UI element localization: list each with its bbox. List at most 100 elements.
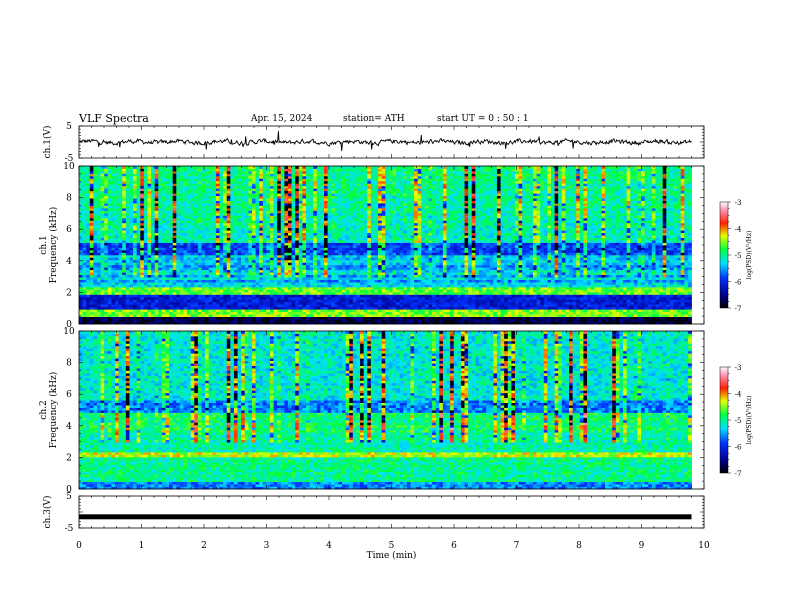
spectrogram-cell (432, 294, 437, 298)
spectrogram-cell (287, 272, 292, 276)
spectrogram-cell (133, 289, 138, 293)
spectrogram-cell (540, 319, 545, 322)
spectrogram-cell (295, 304, 300, 308)
spectrogram-cell (417, 259, 422, 263)
spectrogram-cell (280, 269, 285, 273)
spectrogram-cell (687, 314, 692, 317)
spectrogram-cell (172, 304, 177, 308)
spectrogram-cell (248, 289, 253, 293)
spectrogram-cell (532, 284, 537, 288)
spectrogram-cell (511, 299, 516, 303)
spectrogram-cell (201, 277, 206, 280)
spectrogram-cell (349, 284, 354, 288)
spectrogram-cell (187, 279, 192, 283)
spectrogram-cell (233, 269, 238, 273)
spectrogram-cell (687, 269, 692, 273)
spectrogram-cell (133, 267, 138, 271)
spectrogram-cell (374, 279, 379, 283)
spectrogram-cell (151, 299, 156, 303)
spectrogram-cell (378, 254, 383, 258)
spectrogram-cell (158, 299, 163, 303)
spectrogram-cell (514, 316, 519, 320)
spectrogram-cell (89, 282, 94, 285)
spectrogram-cell (482, 254, 487, 258)
spectrogram-cell (179, 296, 184, 300)
spectrogram-cell (125, 284, 130, 288)
spectrogram-cell (583, 267, 588, 271)
spectrogram-cell (104, 294, 109, 298)
spectrogram-cell (187, 272, 192, 276)
spectrogram-cell (435, 309, 440, 313)
spectrogram-cell (572, 299, 577, 303)
spectrogram-cell (125, 321, 130, 325)
spectrogram-cell (374, 296, 379, 300)
spectrogram-cell (363, 309, 368, 313)
spectrogram-cell (489, 319, 494, 322)
spectrogram-cell (259, 301, 264, 305)
spectrogram-cell (86, 262, 91, 266)
spectrogram-cell (248, 311, 253, 315)
spectrogram-cell (334, 282, 339, 285)
spectrogram-cell (493, 286, 498, 290)
spectrogram-cell (324, 264, 328, 268)
spectrogram-cell (493, 257, 498, 261)
spectrogram-cell (428, 286, 433, 290)
spectrogram-cell (273, 294, 278, 298)
spectrogram-cell (316, 311, 321, 315)
spectrogram-cell (309, 314, 314, 317)
spectrogram-cell (378, 299, 383, 303)
spectrogram-cell (514, 279, 519, 283)
spectrogram-cell (291, 264, 296, 268)
spectrogram-cell (605, 314, 610, 317)
spectrogram-cell (287, 267, 292, 271)
spectrogram-cell (305, 309, 310, 313)
spectrogram-cell (637, 282, 642, 285)
spectrogram-cell (421, 274, 426, 278)
spectrogram-cell (468, 294, 473, 298)
spectrogram-cell (208, 294, 213, 298)
spectrogram-cell (342, 299, 347, 303)
spectrogram-cell (626, 306, 631, 310)
spectrogram-cell (504, 274, 509, 278)
spectrogram-cell (388, 252, 393, 256)
spectrogram-cell (118, 296, 123, 300)
spectrogram-cell (561, 301, 566, 305)
spectrogram-cell (644, 304, 649, 308)
spectrogram-cell (565, 299, 570, 303)
spectrogram-cell (424, 311, 429, 315)
spectrogram-cell (532, 274, 537, 278)
spectrogram-cell (460, 304, 465, 308)
spectrogram-cell (201, 299, 206, 303)
spectrogram-cell (122, 282, 127, 285)
spectrogram-cell (399, 284, 404, 288)
spectrogram-cell (421, 321, 426, 325)
spectrogram-cell (493, 299, 498, 303)
spectrogram-cell (630, 274, 635, 278)
spectrogram-cell (233, 294, 238, 298)
spectrogram-cell (421, 284, 426, 288)
spectrogram-cell (572, 304, 577, 308)
spectrogram-cell (673, 262, 678, 266)
spectrogram-cell (140, 291, 145, 295)
spectrogram-cell (605, 319, 610, 322)
spectrogram-cell (269, 272, 274, 276)
spectrogram-cell (569, 316, 573, 320)
spectrogram-cell (316, 277, 321, 280)
spectrogram-cell (478, 257, 483, 261)
spectrogram-cell (100, 321, 105, 325)
spectrogram-cell (623, 262, 628, 266)
spectrogram-cell (172, 289, 177, 293)
spectrogram-cell (590, 286, 595, 290)
spectrogram-cell (82, 309, 87, 313)
spectrogram-cell (399, 289, 404, 293)
spectrogram-cell (363, 286, 368, 290)
spectrogram-cell (583, 279, 588, 283)
spectrogram-cell (543, 254, 548, 258)
spectrogram-cell (194, 284, 199, 288)
spectrogram-cell (143, 259, 148, 263)
spectrogram-cell (266, 286, 271, 290)
spectrogram-cell (161, 282, 166, 285)
spectrogram-cell (251, 301, 256, 305)
spectrogram-cell (302, 316, 307, 320)
spectrogram-cell (597, 321, 602, 325)
